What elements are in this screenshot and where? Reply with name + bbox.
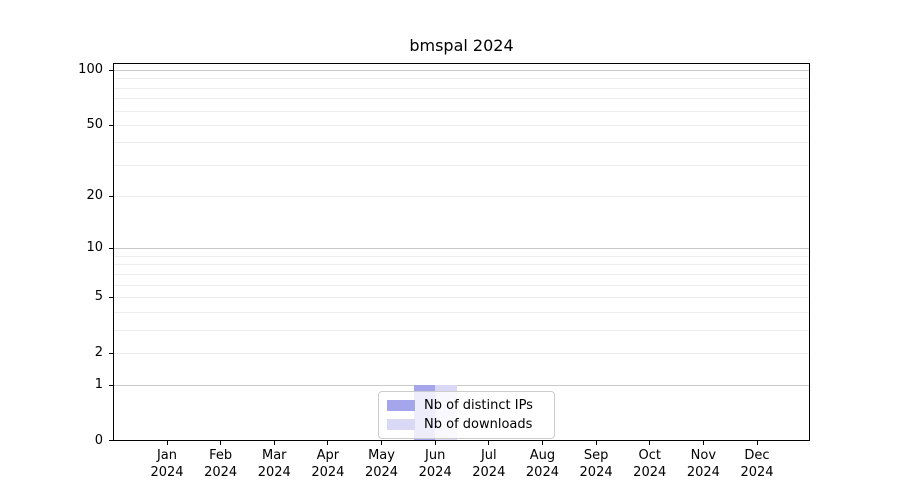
x-tick-month: Nov [690, 448, 717, 463]
gridline-minor [114, 87, 809, 89]
y-tick-label: 50 [86, 117, 103, 132]
gridline-minor [114, 329, 809, 331]
x-tick-month: Sep [583, 448, 609, 463]
y-tick-mark [109, 248, 113, 249]
x-tick-mark [273, 441, 275, 445]
x-tick-mark [756, 441, 758, 445]
x-tick-year: 2024 [311, 465, 345, 480]
gridline-minor [114, 124, 809, 126]
x-tick-mark [488, 441, 490, 445]
x-tick-year: 2024 [579, 465, 613, 480]
x-tick-month: Mar [262, 448, 287, 463]
legend-item: Nb of downloads [387, 415, 545, 434]
gridline-major [114, 385, 809, 387]
x-tick-label: Aug 2024 [510, 447, 574, 481]
x-tick-label: Dec 2024 [725, 447, 789, 481]
gridline-minor [114, 284, 809, 286]
x-tick-mark [166, 441, 168, 445]
y-tick-mark [109, 125, 113, 126]
gridline-minor [114, 110, 809, 112]
legend-color-swatch [387, 419, 415, 430]
gridline-minor [114, 311, 809, 313]
x-tick-month: Jun [425, 448, 446, 463]
y-tick-label: 2 [94, 345, 103, 360]
x-tick-year: 2024 [204, 465, 238, 480]
y-tick-mark [109, 70, 113, 71]
x-tick-month: Apr [316, 448, 340, 463]
y-tick-mark [109, 353, 113, 354]
gridline-minor [114, 196, 809, 198]
x-tick-year: 2024 [740, 465, 774, 480]
gridline-minor [114, 255, 809, 257]
chart-title: bmspal 2024 [409, 36, 514, 55]
x-tick-mark [327, 441, 329, 445]
x-tick-month: Aug [529, 448, 556, 463]
x-tick-label: Sep 2024 [564, 447, 628, 481]
x-tick-label: Jan 2024 [135, 447, 199, 481]
x-tick-mark [702, 441, 704, 445]
x-tick-label: Jul 2024 [457, 447, 521, 481]
x-tick-month: Jul [480, 448, 497, 463]
x-tick-label: Jun 2024 [403, 447, 467, 481]
gridline-minor [114, 273, 809, 275]
y-tick-mark [109, 297, 113, 298]
x-tick-label: Nov 2024 [671, 447, 735, 481]
x-tick-label: Apr 2024 [296, 447, 360, 481]
x-tick-month: Oct [638, 448, 661, 463]
gridline-minor [114, 142, 809, 144]
y-tick-label: 100 [78, 62, 103, 77]
x-tick-mark [434, 441, 436, 445]
x-tick-label: Mar 2024 [242, 447, 306, 481]
x-tick-year: 2024 [364, 465, 399, 480]
gridline-minor [114, 264, 809, 266]
x-tick-month: May [368, 448, 395, 463]
gridline-minor [114, 98, 809, 100]
x-tick-year: 2024 [686, 465, 720, 480]
x-tick-year: 2024 [257, 465, 291, 480]
x-tick-month: Dec [744, 448, 770, 463]
gridline-minor [114, 164, 809, 166]
x-tick-month: Feb [209, 448, 233, 463]
x-tick-year: 2024 [525, 465, 559, 480]
legend-item: Nb of distinct IPs [387, 396, 545, 415]
x-tick-month: Jan [156, 448, 178, 463]
plot-area [113, 63, 810, 441]
x-tick-year: 2024 [472, 465, 506, 480]
y-tick-label: 1 [94, 377, 103, 392]
legend-color-swatch [387, 400, 415, 411]
gridline-major [114, 70, 809, 71]
x-tick-mark [541, 441, 543, 445]
y-tick-label: 10 [86, 240, 103, 255]
x-tick-mark [649, 441, 651, 445]
y-tick-mark [109, 440, 113, 441]
x-tick-mark [381, 441, 383, 445]
legend: Nb of distinct IPs Nb of downloads [378, 391, 555, 439]
x-tick-label: Oct 2024 [618, 447, 682, 481]
y-tick-label: 20 [86, 188, 103, 203]
x-tick-year: 2024 [150, 465, 184, 480]
gridline-minor [114, 296, 809, 298]
x-tick-year: 2024 [418, 465, 452, 480]
gridline-minor [114, 78, 809, 80]
y-tick-mark [109, 196, 113, 197]
y-tick-mark [109, 385, 113, 386]
x-tick-year: 2024 [633, 465, 667, 480]
y-tick-label: 5 [94, 289, 103, 304]
y-tick-label: 0 [94, 433, 103, 448]
x-tick-label: Feb 2024 [189, 447, 253, 481]
gridline-minor [114, 352, 809, 354]
x-tick-label: May 2024 [350, 447, 414, 481]
legend-item-label: Nb of distinct IPs [424, 398, 533, 413]
legend-item-label: Nb of downloads [424, 417, 533, 432]
gridline-major [114, 248, 809, 250]
x-tick-mark [595, 441, 597, 445]
x-tick-mark [220, 441, 222, 445]
